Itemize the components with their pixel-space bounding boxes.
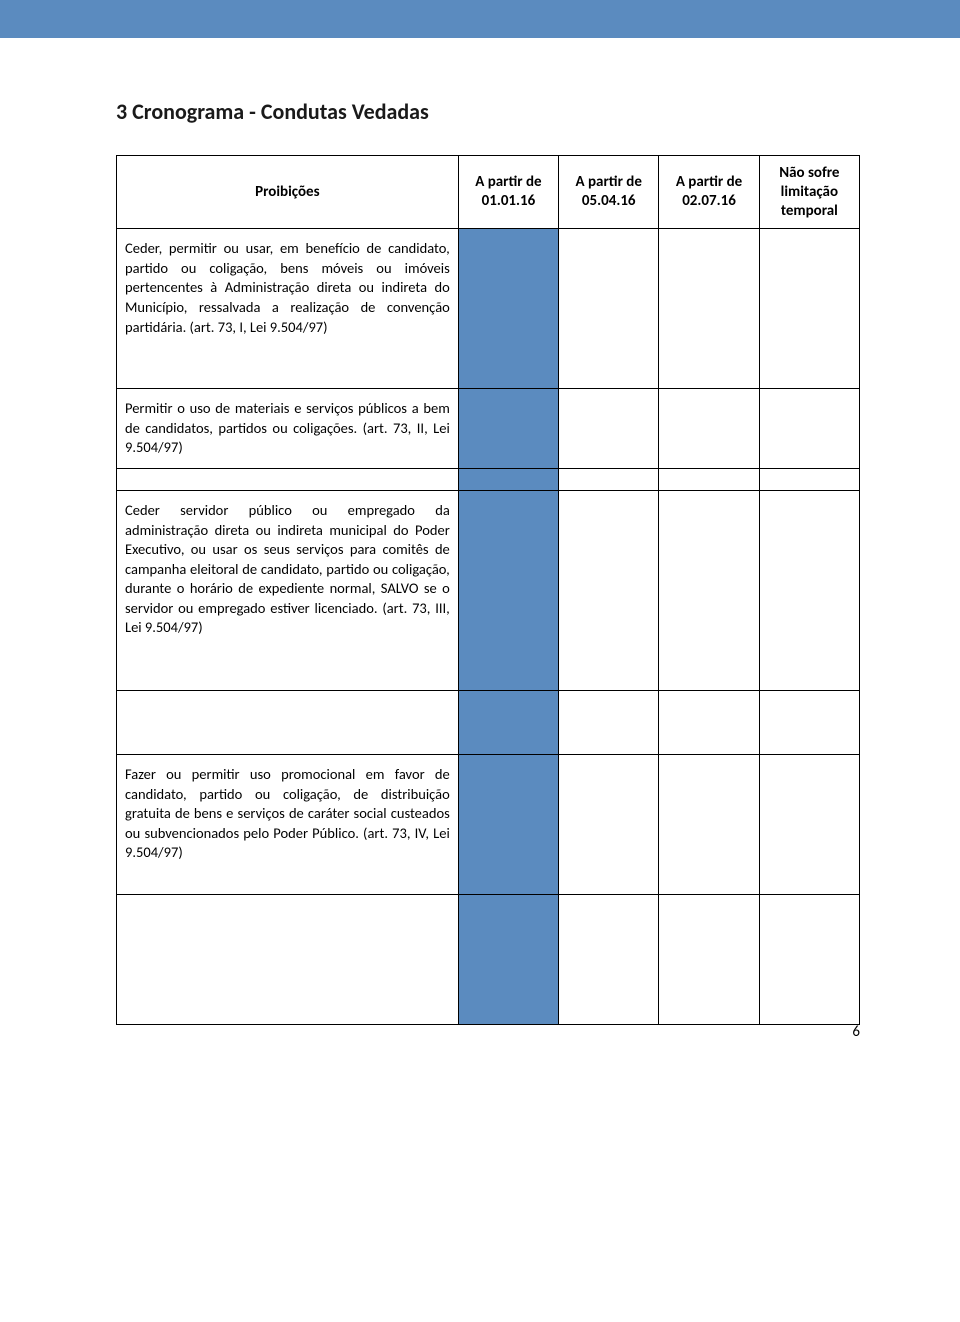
spacer-cell [117, 468, 459, 490]
cell-empty [659, 389, 759, 469]
cell-empty [559, 468, 659, 490]
cell-empty [759, 754, 859, 894]
cell-empty [759, 690, 859, 754]
cell-empty [559, 490, 659, 690]
cell-marked [458, 468, 558, 490]
table-row: Ceder servidor público ou empregado da a… [117, 490, 860, 690]
cell-marked [458, 894, 558, 1024]
col-header-date1: A partir de 01.01.16 [458, 156, 558, 229]
cell-empty [559, 389, 659, 469]
cell-empty [759, 490, 859, 690]
cell-empty [559, 894, 659, 1024]
cell-empty [559, 754, 659, 894]
cell-empty [659, 754, 759, 894]
table-row: Fazer ou permitir uso promocional em fav… [117, 754, 860, 894]
cell-marked [458, 490, 558, 690]
cell-empty [559, 229, 659, 389]
col-header-date3: A partir de 02.07.16 [659, 156, 759, 229]
cell-empty [659, 894, 759, 1024]
page-content: 3 Cronograma - Condutas Vedadas Proibiçõ… [0, 38, 960, 1065]
table-row: Permitir o uso de materiais e serviços p… [117, 389, 860, 469]
cell-empty [759, 468, 859, 490]
cell-empty [559, 690, 659, 754]
spacer-row [117, 894, 860, 1024]
cell-empty [759, 894, 859, 1024]
table-header-row: Proibições A partir de 01.01.16 A partir… [117, 156, 860, 229]
table-row: Ceder, permitir ou usar, em benefício de… [117, 229, 860, 389]
cell-marked [458, 690, 558, 754]
cell-empty [659, 229, 759, 389]
table-body: Ceder, permitir ou usar, em benefício de… [117, 229, 860, 1025]
cronograma-table: Proibições A partir de 01.01.16 A partir… [116, 155, 860, 1025]
row-description: Ceder, permitir ou usar, em benefício de… [117, 229, 459, 389]
spacer-row [117, 468, 860, 490]
spacer-cell [117, 894, 459, 1024]
row-description: Ceder servidor público ou empregado da a… [117, 490, 459, 690]
cell-marked [458, 754, 558, 894]
cell-empty [659, 490, 759, 690]
cell-empty [759, 389, 859, 469]
cell-empty [659, 468, 759, 490]
cell-empty [659, 690, 759, 754]
header-bar [0, 0, 960, 38]
cell-marked [458, 229, 558, 389]
cell-marked [458, 389, 558, 469]
col-header-date2: A partir de 05.04.16 [559, 156, 659, 229]
row-description: Permitir o uso de materiais e serviços p… [117, 389, 459, 469]
page-number: 6 [852, 1023, 860, 1041]
col-header-proibicoes: Proibições [117, 156, 459, 229]
row-description: Fazer ou permitir uso promocional em fav… [117, 754, 459, 894]
spacer-cell [117, 690, 459, 754]
section-title: 3 Cronograma - Condutas Vedadas [116, 98, 860, 125]
spacer-row [117, 690, 860, 754]
col-header-limitacao: Não sofre limitação temporal [759, 156, 859, 229]
cell-empty [759, 229, 859, 389]
